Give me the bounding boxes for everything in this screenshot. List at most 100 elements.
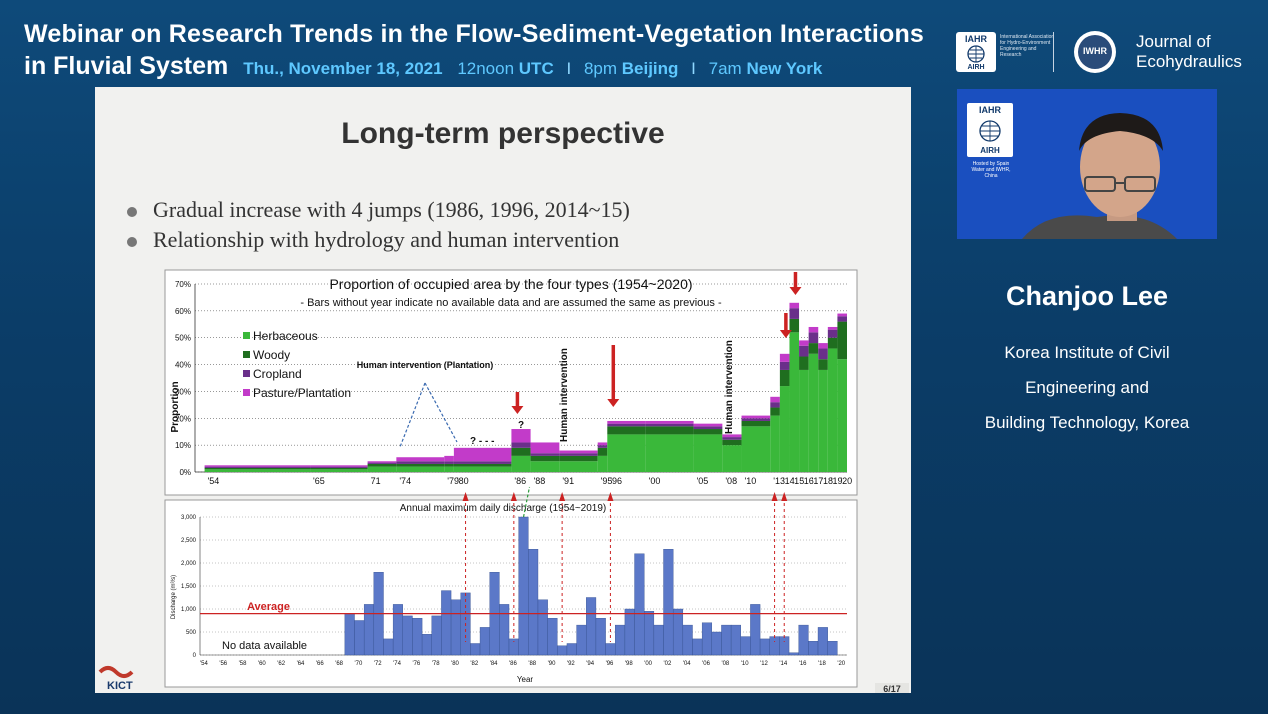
discharge-bar xyxy=(759,638,770,656)
speaker-name: Chanjoo Lee xyxy=(1005,281,1168,311)
discharge-bar xyxy=(808,641,819,656)
iahr-logo: IAHR AIRH xyxy=(956,32,996,72)
top-bar-herb xyxy=(367,466,397,472)
top-xtick: '18 xyxy=(821,476,833,486)
top-bar-crop xyxy=(837,316,847,322)
link-arrow-head xyxy=(771,492,778,501)
top-ytick: 20% xyxy=(175,414,191,423)
legend-swatch-pasture xyxy=(243,389,250,396)
link-dashed-green xyxy=(522,486,531,518)
top-bar-woody xyxy=(789,318,800,333)
speaker-affiliation-3: Building Technology, Korea xyxy=(984,413,1190,432)
bot-xtick: '14 xyxy=(779,661,787,667)
time-utc: 12noon UTC xyxy=(457,59,554,78)
top-xtick: '95 xyxy=(601,476,613,486)
top-xtick: '96 xyxy=(610,476,622,486)
top-xtick: '00 xyxy=(649,476,661,486)
top-bar-crop xyxy=(799,345,809,357)
legend-swatch-woody xyxy=(243,351,250,358)
top-bar-pasture xyxy=(808,326,819,333)
bullet-1: Gradual increase with 4 jumps (1986, 199… xyxy=(127,197,630,223)
top-bar-herb xyxy=(770,415,780,472)
top-bar-crop xyxy=(789,308,800,319)
discharge-bar xyxy=(634,553,645,656)
annot-arrow-1 xyxy=(399,382,426,448)
top-bar-woody xyxy=(511,447,531,456)
bot-xtick: '94 xyxy=(586,661,594,667)
red-arrow-head xyxy=(779,330,792,338)
top-bar-crop xyxy=(827,329,838,338)
bot-ytick: 1,500 xyxy=(181,584,197,590)
legend-swatch-crop xyxy=(243,370,250,377)
speaker-video: IAHR AIRH Hosted by Spain Water and IWHR… xyxy=(957,89,1217,239)
top-bar-woody xyxy=(607,426,646,435)
top-xtick: '88 xyxy=(534,476,546,486)
red-arrow-head xyxy=(511,406,524,414)
video-hosted-by: Hosted by Spain Water and IWHR, China xyxy=(971,161,1011,179)
top-xtick: '13 xyxy=(773,476,785,486)
discharge-bar xyxy=(576,624,587,656)
top-bar-pasture xyxy=(511,429,531,443)
top-bar-crop xyxy=(444,461,454,464)
bot-xtick: '90 xyxy=(548,661,556,667)
top-bar-woody xyxy=(310,467,368,470)
discharge-bar xyxy=(740,636,751,656)
top-bar-pasture xyxy=(559,450,598,454)
bot-xtick: '58 xyxy=(239,661,247,667)
bot-xtick: '86 xyxy=(509,661,517,667)
globe-icon xyxy=(979,120,1001,142)
discharge-bar xyxy=(537,599,548,656)
video-iahr-logo: IAHR AIRH xyxy=(967,103,1013,157)
top-xtick: '08 xyxy=(725,476,737,486)
bullet-dot xyxy=(127,206,137,217)
top-bar-crop xyxy=(808,332,819,344)
top-bar-crop xyxy=(204,466,311,468)
bot-xtick: '06 xyxy=(702,661,710,667)
top-bar-pasture xyxy=(827,326,838,330)
bot-xtick: '68 xyxy=(335,661,343,667)
page-number-box xyxy=(875,683,909,693)
speaker-person xyxy=(1022,113,1177,239)
top-xtick: '91 xyxy=(562,476,574,486)
discharge-bar xyxy=(605,643,616,656)
top-xtick: '17 xyxy=(812,476,824,486)
webinar-date: Thu., November 18, 2021 xyxy=(243,59,443,78)
top-xtick: '10 xyxy=(745,476,757,486)
bot-ytick: 2,000 xyxy=(181,561,197,567)
top-bar-herb xyxy=(741,426,771,472)
legend-woody: Woody xyxy=(253,348,290,362)
top-bar-pasture xyxy=(693,423,723,427)
bot-ytick: 0 xyxy=(193,653,197,659)
discharge-bar xyxy=(692,638,703,656)
discharge-bar xyxy=(624,608,635,656)
bot-xtick: '88 xyxy=(528,661,536,667)
discharge-bar xyxy=(392,604,403,656)
top-xtick: 71 xyxy=(371,476,381,486)
legend-herbaceous: Herbaceous xyxy=(253,329,318,343)
bottom-chart-frame xyxy=(164,499,858,688)
top-bar-woody xyxy=(645,426,694,435)
red-arrow-head xyxy=(607,399,620,407)
top-bar-herb xyxy=(693,434,723,472)
speaker-affiliation-2: Engineering and xyxy=(1025,378,1149,397)
discharge-bar xyxy=(431,615,442,656)
top-bar-woody xyxy=(559,455,598,462)
top-xtick: '14 xyxy=(783,476,795,486)
top-bar-woody xyxy=(808,343,819,354)
top-bar-herb xyxy=(597,455,608,472)
bot-xtick: '04 xyxy=(683,661,691,667)
discharge-bar xyxy=(586,597,597,656)
time-newyork: 7am New York xyxy=(708,59,823,78)
separator: I xyxy=(691,59,696,78)
discharge-bar xyxy=(470,643,481,656)
nodata-label: No data available xyxy=(222,640,307,652)
discharge-bar xyxy=(701,622,713,656)
discharge-bar xyxy=(779,636,790,656)
top-xtick: '54 xyxy=(208,476,220,486)
webinar-title-line2: in Fluvial System Thu., November 18, 202… xyxy=(24,52,822,81)
discharge-bar xyxy=(383,638,394,656)
top-bar-pasture xyxy=(645,420,694,424)
top-bar-herb xyxy=(837,359,847,472)
top-bar-herb xyxy=(396,466,445,472)
annot-human-08: Human intervention xyxy=(724,340,735,434)
